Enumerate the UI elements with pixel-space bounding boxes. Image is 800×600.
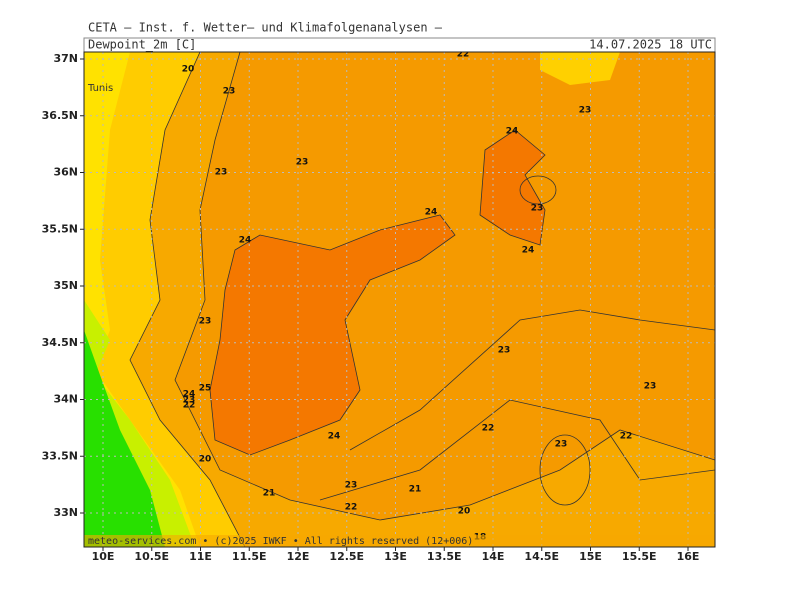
contour-label: 23 xyxy=(215,168,228,178)
contour-label: 23 xyxy=(296,158,309,168)
contour-label: 21 xyxy=(409,485,422,495)
contour-label: 22 xyxy=(482,424,495,434)
footer-band xyxy=(84,535,715,547)
axes: 37N 36.5N 36N 35.5N 35N 34.5N 34N 33.5N 33N 10E 10… xyxy=(42,52,700,563)
lon-label: 16E xyxy=(677,550,700,563)
lat-label: 33N xyxy=(53,506,78,519)
lon-label: 15.5E xyxy=(622,550,657,563)
lon-label: 13.5E xyxy=(427,550,462,563)
contour-label: 23 xyxy=(644,382,657,392)
parameter: Dewpoint_2m [C] xyxy=(88,38,196,52)
contour-label: 22 xyxy=(457,50,470,60)
contour-label: 23 xyxy=(579,106,592,116)
lat-label: 36N xyxy=(53,166,78,179)
lon-label: 13E xyxy=(384,550,407,563)
lon-label: 11E xyxy=(189,550,212,563)
contour-label: 23 xyxy=(199,317,212,327)
contour-label: 23 xyxy=(345,481,358,491)
contour-label: 24 xyxy=(425,208,438,218)
region-dark xyxy=(210,215,455,455)
lat-label: 34.5N xyxy=(42,336,78,349)
contour-label: 24 xyxy=(522,246,535,256)
region-dark2 xyxy=(480,130,545,245)
lon-label: 10E xyxy=(92,550,115,563)
place-label: Tunis xyxy=(87,83,113,94)
contour-label: 24 xyxy=(239,236,252,246)
lon-label: 14.5E xyxy=(524,550,559,563)
header-title: CETA – Inst. f. Wetter– und Klimafolgena… xyxy=(88,21,443,35)
lon-label: 12.5E xyxy=(329,550,364,563)
lat-label: 35N xyxy=(53,279,78,292)
contour-label: 24 xyxy=(328,432,341,442)
contour-label: 22 xyxy=(345,503,358,513)
lon-label: 11.5E xyxy=(232,550,267,563)
graticule xyxy=(84,52,715,547)
lat-label: 33.5N xyxy=(42,449,78,462)
region-yellow-ne xyxy=(540,52,620,85)
contour-label: 21 xyxy=(263,489,276,499)
contour-label: 23 xyxy=(183,396,196,406)
footer: meteo-services.com • (c)2025 IWKF • All … xyxy=(88,536,473,547)
contour-label: 22 xyxy=(620,432,633,442)
map-frame xyxy=(83,51,716,548)
region-green xyxy=(84,330,165,547)
lon-label: 12E xyxy=(287,550,310,563)
lon-label: 15E xyxy=(579,550,602,563)
contour-label: 25 xyxy=(199,384,212,394)
lat-label: 34N xyxy=(53,393,78,406)
lat-label: 36.5N xyxy=(42,109,78,122)
valid-time: 14.07.2025 18 UTC xyxy=(589,38,712,52)
contour-label: 20 xyxy=(182,65,195,75)
lat-label: 35.5N xyxy=(42,222,78,235)
lon-label: 10.5E xyxy=(134,550,169,563)
contour-label: 23 xyxy=(531,204,544,214)
contour-label: 24 xyxy=(506,127,519,137)
contour-label: 24 xyxy=(183,390,196,400)
contour-label: 22 xyxy=(183,401,196,411)
contour-label: 20 xyxy=(458,507,471,517)
contour-label: 23 xyxy=(555,440,568,450)
contour-label: 23 xyxy=(498,346,511,356)
lat-label: 37N xyxy=(53,52,78,65)
contour-label: 20 xyxy=(199,455,212,465)
contour-label: 23 xyxy=(223,87,236,97)
lon-label: 14E xyxy=(482,550,505,563)
